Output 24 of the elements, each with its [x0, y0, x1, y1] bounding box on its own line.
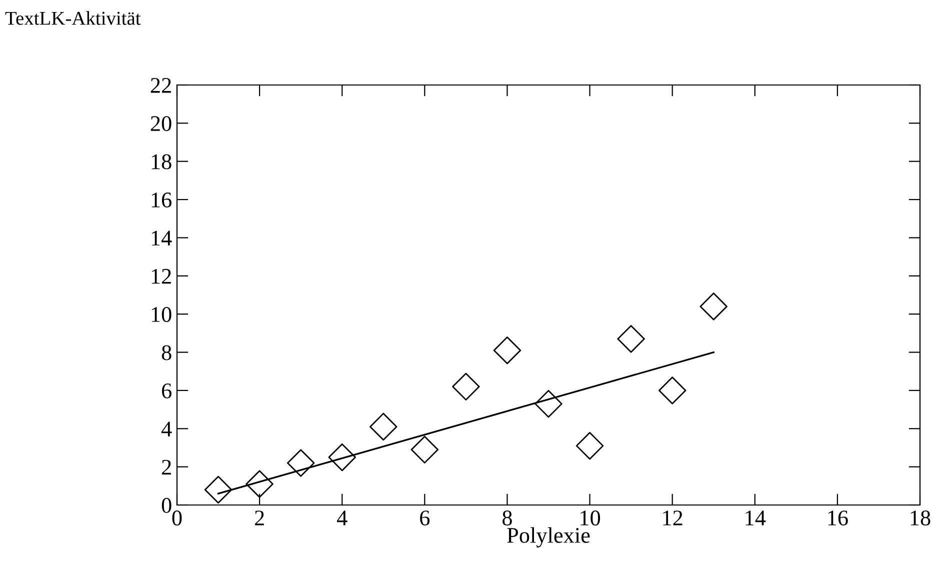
x-tick-label: 16 — [828, 510, 848, 526]
y-axis-title: TextLK-Aktivität — [5, 11, 141, 25]
y-tick-label: 10 — [152, 307, 172, 322]
x-tick-label: 4 — [336, 510, 348, 526]
y-tick-label: 18 — [152, 154, 172, 170]
x-tick-label: 8 — [502, 510, 512, 526]
y-tick-label: 6 — [162, 383, 172, 398]
y-tick-label: 8 — [162, 345, 172, 360]
x-tick-label: 14 — [746, 510, 766, 526]
y-tick-label: 16 — [152, 192, 172, 208]
x-tick-label: 18 — [910, 510, 930, 526]
y-tick-label: 0 — [162, 498, 172, 513]
x-tick-label: 12 — [663, 510, 682, 526]
x-tick-label: 0 — [172, 510, 182, 526]
y-tick-label: 20 — [150, 116, 172, 132]
x-tick-label: 2 — [254, 510, 264, 526]
y-tick-label: 22 — [150, 78, 171, 93]
y-tick-label: 4 — [161, 422, 172, 436]
y-tick-label: 12 — [152, 268, 171, 284]
x-axis-title: Polylexie — [507, 527, 590, 548]
y-tick-label: 2 — [162, 460, 171, 475]
x-tick-label: 6 — [420, 510, 430, 526]
y-tick-label: 14 — [152, 230, 172, 246]
x-tick-label: 10 — [580, 510, 600, 526]
